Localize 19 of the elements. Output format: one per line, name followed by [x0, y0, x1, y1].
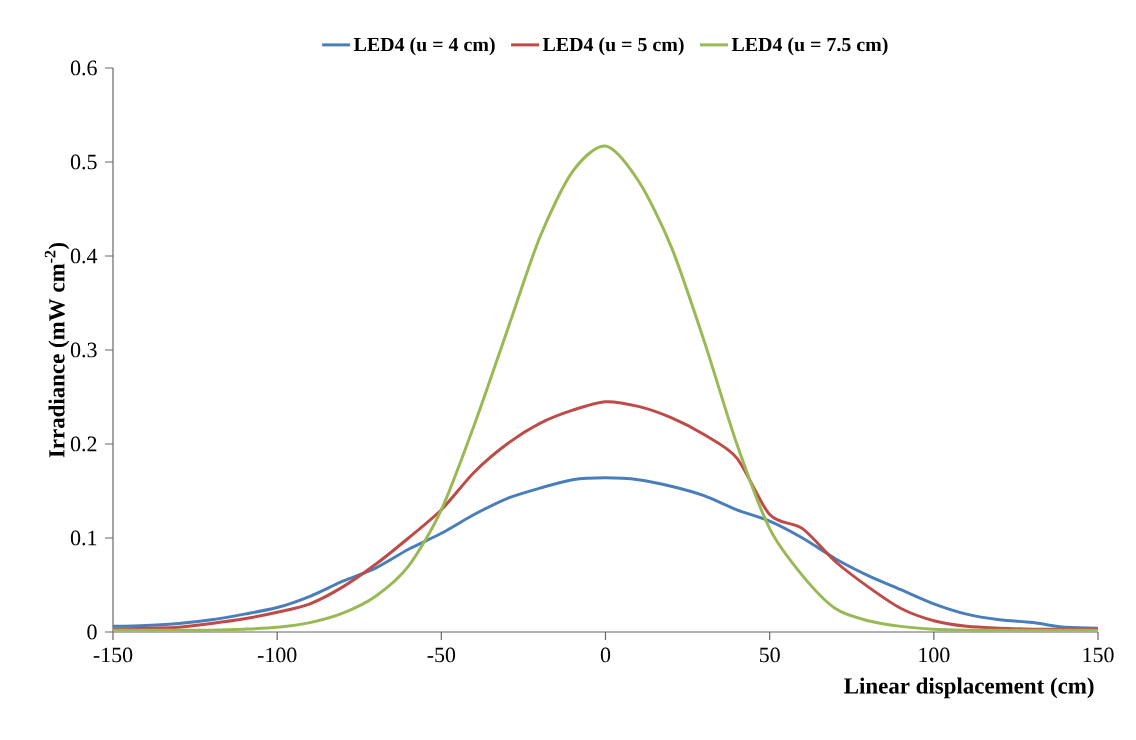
legend-label: LED4 (u = 5 cm) — [542, 37, 684, 56]
x-tick-label: 0 — [600, 647, 611, 663]
y-tick-label: 0.6 — [70, 60, 97, 76]
y-tick-label: 0.4 — [70, 248, 98, 264]
x-tick-label: -150 — [93, 647, 133, 663]
legend-label: LED4 (u = 4 cm) — [353, 37, 495, 56]
y-tick-label: 0.1 — [70, 530, 97, 546]
y-axis-title: Irradiance (mW cm$^{-2}$) — [44, 242, 70, 458]
y-tick-label: 0.5 — [70, 154, 97, 170]
x-tick-label: 100 — [919, 647, 950, 663]
legend-label: LED4 (u = 7.5 cm) — [731, 37, 888, 56]
x-tick-label: -100 — [257, 647, 297, 663]
x-axis-title: Linear displacement (cm) — [844, 677, 1094, 699]
x-tick-label: -50 — [427, 647, 456, 663]
y-tick-label: 0.3 — [70, 342, 97, 358]
y-tick-label: 0 — [87, 624, 97, 640]
x-tick-label: 50 — [760, 647, 780, 663]
y-tick-label: 0.2 — [70, 436, 97, 452]
x-tick-label: 150 — [1083, 647, 1114, 663]
